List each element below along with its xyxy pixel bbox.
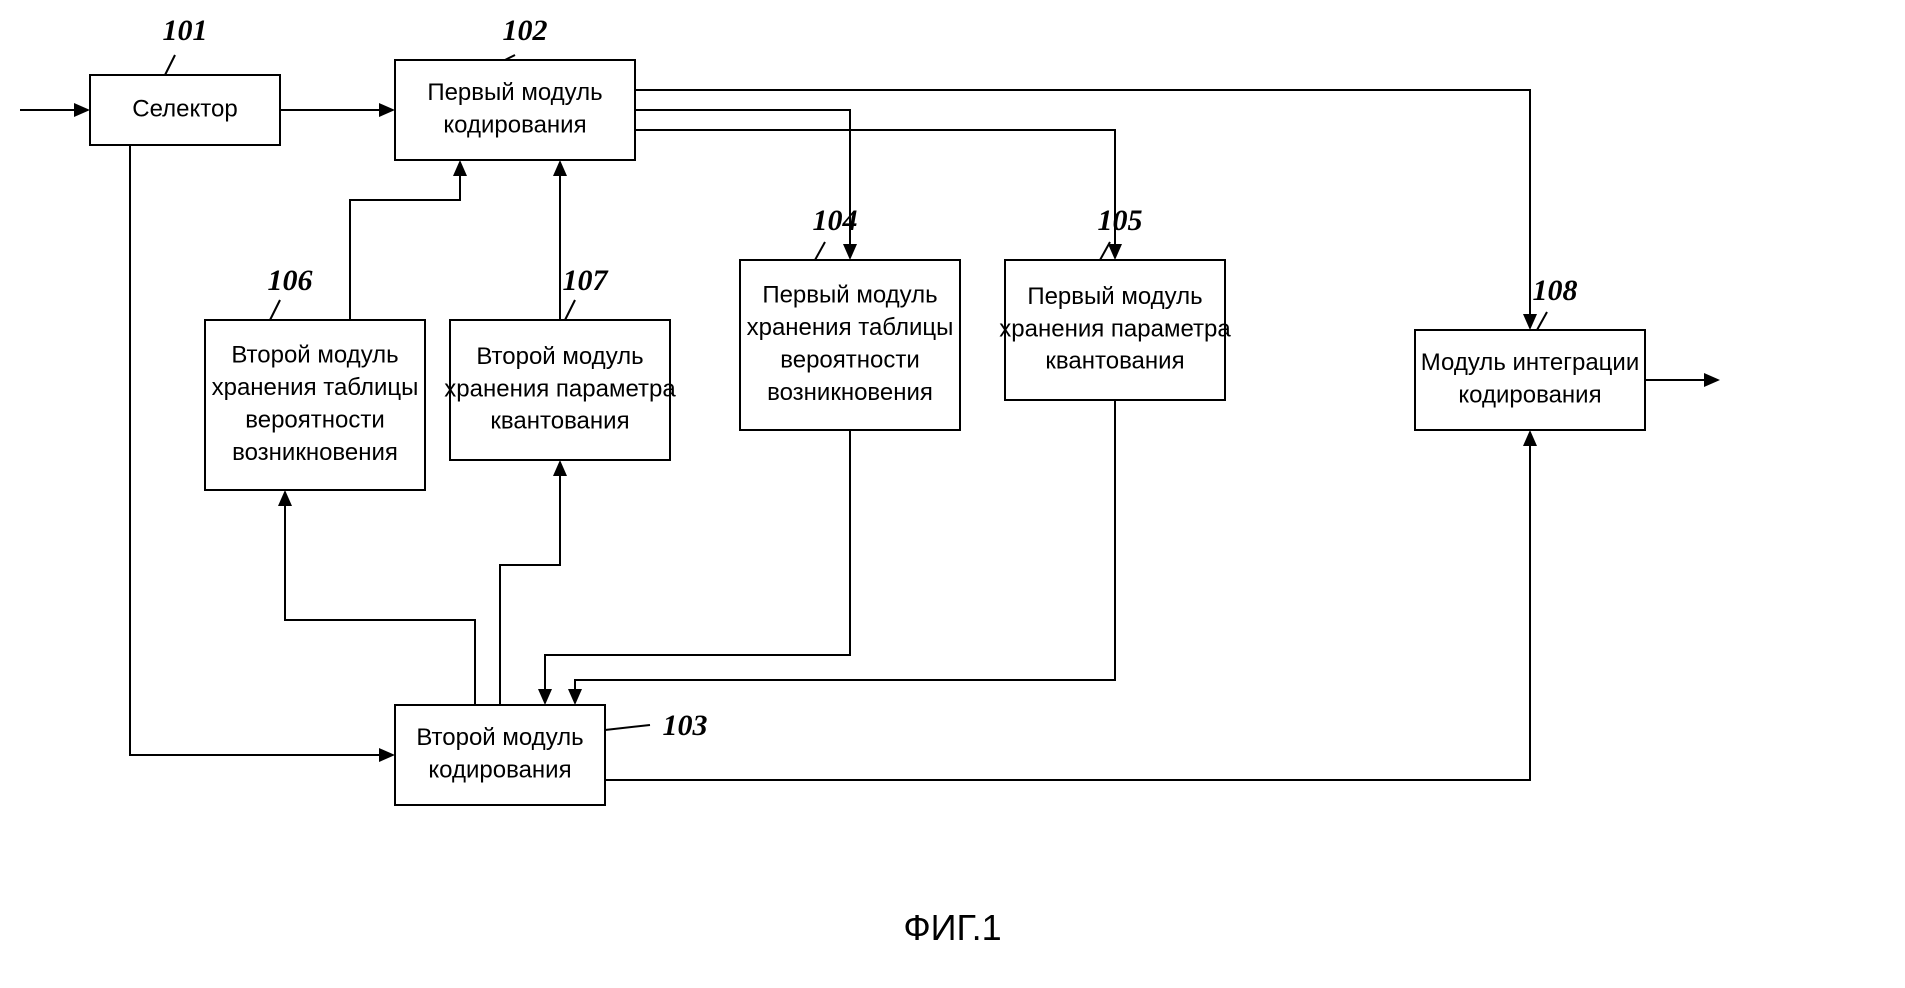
edge-e_103_106 <box>285 506 475 705</box>
figure-label: ФИГ.1 <box>903 907 1001 948</box>
arrow-head-icon <box>278 490 292 506</box>
block-label: кодирования <box>1458 382 1601 409</box>
edge-e_104_103 <box>545 430 850 689</box>
ref-number-105: 105 <box>1098 204 1143 237</box>
block-diagram: Селектор 101 Первый модуль кодирования 102 Вт… <box>0 0 1905 988</box>
block-label: хранения таблицы <box>747 314 954 341</box>
block-label: хранения таблицы <box>212 374 419 401</box>
ref-tick <box>270 300 280 320</box>
block-label: кодирования <box>428 757 571 784</box>
block-label: возникновения <box>767 379 933 406</box>
arrow-head-icon <box>1523 314 1537 330</box>
arrow-head-icon <box>379 748 395 762</box>
block-label: Второй модуль <box>476 343 643 370</box>
block-label: Первый модуль <box>1027 283 1202 310</box>
block-label: Второй модуль <box>416 724 583 751</box>
block-label: квантования <box>490 408 629 435</box>
edge-e_102_105 <box>635 130 1115 244</box>
edge-e_103_107 <box>500 476 560 705</box>
arrow-head-icon <box>453 160 467 176</box>
block-label: квантования <box>1045 348 1184 375</box>
block-label: вероятности <box>245 407 385 434</box>
ref-number-103: 103 <box>663 709 708 742</box>
block-101: Селектор 101 <box>90 14 280 145</box>
ref-number-106: 106 <box>268 264 313 297</box>
block-label: Модуль интеграции <box>1421 349 1639 376</box>
arrow-head-icon <box>553 460 567 476</box>
arrow-head-icon <box>843 244 857 260</box>
block-106: Второй модуль хранения таблицы вероятности… <box>205 264 425 490</box>
block-103: Второй модуль кодирования 103 <box>395 705 708 805</box>
block-label: Первый модуль <box>427 79 602 106</box>
ref-number-101: 101 <box>163 14 208 47</box>
block-label: Второй модуль <box>231 342 398 369</box>
ref-tick <box>815 242 825 260</box>
block-label: вероятности <box>780 347 920 374</box>
edge-e_103_108 <box>605 446 1530 780</box>
ref-number-104: 104 <box>813 204 858 237</box>
ref-tick <box>1100 242 1110 260</box>
arrow-head-icon <box>74 103 90 117</box>
arrow-head-icon <box>379 103 395 117</box>
block-label: Первый модуль <box>762 282 937 309</box>
arrow-head-icon <box>1523 430 1537 446</box>
arrow-head-icon <box>1108 244 1122 260</box>
block-label: хранения параметра <box>999 315 1231 342</box>
ref-number-102: 102 <box>503 14 548 47</box>
ref-number-108: 108 <box>1533 274 1578 307</box>
block-105: Первый модуль хранения параметра квантован… <box>999 204 1231 400</box>
ref-tick <box>565 300 575 320</box>
arrow-head-icon <box>568 689 582 705</box>
block-label: хранения параметра <box>444 375 676 402</box>
edge-e_106_102 <box>350 176 460 320</box>
block-label: кодирования <box>443 112 586 139</box>
block-102: Первый модуль кодирования 102 <box>395 14 635 160</box>
block-label: возникновения <box>232 439 398 466</box>
arrow-head-icon <box>553 160 567 176</box>
ref-number-107: 107 <box>563 264 609 297</box>
ref-tick <box>605 725 650 730</box>
ref-tick <box>165 55 175 75</box>
arrow-head-icon <box>538 689 552 705</box>
block-label: Селектор <box>132 95 237 122</box>
ref-tick <box>1537 312 1547 330</box>
arrow-head-icon <box>1704 373 1720 387</box>
